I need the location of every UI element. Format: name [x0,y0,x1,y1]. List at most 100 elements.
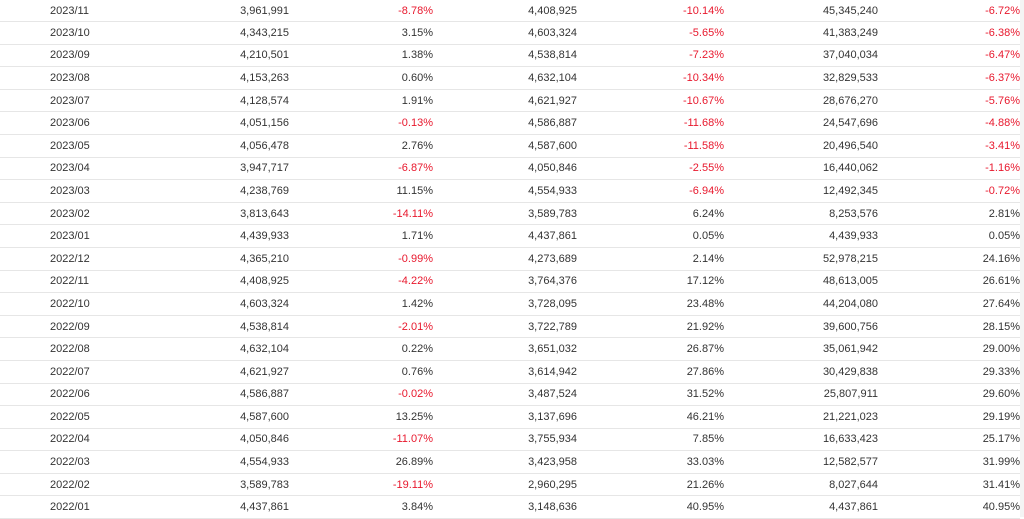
period-cell: 2023/10 [0,21,118,45]
value2-cell: 3,589,783 [433,202,577,226]
table-row: 2023/06 4,051,156 -0.13% 4,586,887 -11.68% 24… [0,111,1020,135]
change2-cell: 33.03% [577,450,724,474]
cumulative-cell: 37,040,034 [724,44,878,68]
cum-change-cell: 29.33% [878,360,1020,384]
cumulative-cell: 8,253,576 [724,202,878,226]
change1-cell: 26.89% [289,450,433,474]
table-row: 2023/04 3,947,717 -6.87% 4,050,846 -2.55% 16,… [0,157,1020,181]
cumulative-cell: 12,582,577 [724,450,878,474]
cum-change-cell: 2.81% [878,202,1020,226]
value2-cell: 3,722,789 [433,315,577,339]
table-row: 2022/08 4,632,104 0.22% 3,651,032 26.87% 35,0… [0,337,1020,361]
scrollbar-track[interactable] [1020,0,1024,517]
period-cell: 2023/01 [0,224,118,248]
cumulative-cell: 16,633,423 [724,428,878,452]
period-cell: 2023/06 [0,111,118,135]
value1-cell: 4,587,600 [118,405,289,429]
value1-cell: 3,947,717 [118,157,289,181]
value2-cell: 3,728,095 [433,292,577,316]
value1-cell: 4,365,210 [118,247,289,271]
change1-cell: -8.78% [289,0,433,22]
change1-cell: 3.15% [289,21,433,45]
cum-change-cell: -6.37% [878,66,1020,90]
cumulative-cell: 45,345,240 [724,0,878,22]
value1-cell: 4,210,501 [118,44,289,68]
value2-cell: 4,050,846 [433,157,577,181]
cumulative-cell: 24,547,696 [724,111,878,135]
cumulative-cell: 35,061,942 [724,337,878,361]
change2-cell: -11.68% [577,111,724,135]
value1-cell: 4,439,933 [118,224,289,248]
cumulative-cell: 4,439,933 [724,224,878,248]
cumulative-cell: 12,492,345 [724,179,878,203]
table-row: 2022/07 4,621,927 0.76% 3,614,942 27.86% 30,4… [0,360,1020,384]
change1-cell: -11.07% [289,428,433,452]
cum-change-cell: -6.72% [878,0,1020,22]
change1-cell: -0.02% [289,383,433,407]
change2-cell: 21.92% [577,315,724,339]
period-cell: 2022/04 [0,428,118,452]
value1-cell: 3,589,783 [118,473,289,497]
value2-cell: 4,437,861 [433,224,577,248]
change2-cell: -10.34% [577,66,724,90]
period-cell: 2022/07 [0,360,118,384]
value1-cell: 3,961,991 [118,0,289,22]
change2-cell: -6.94% [577,179,724,203]
period-cell: 2022/09 [0,315,118,339]
value1-cell: 4,128,574 [118,89,289,113]
cumulative-cell: 25,807,911 [724,383,878,407]
cum-change-cell: 29.60% [878,383,1020,407]
change1-cell: -0.13% [289,111,433,135]
cum-change-cell: 28.15% [878,315,1020,339]
period-cell: 2022/01 [0,495,118,519]
cumulative-cell: 28,676,270 [724,89,878,113]
value2-cell: 3,764,376 [433,270,577,294]
value2-cell: 3,755,934 [433,428,577,452]
value1-cell: 4,056,478 [118,134,289,158]
cum-change-cell: 24.16% [878,247,1020,271]
value2-cell: 4,587,600 [433,134,577,158]
change2-cell: -11.58% [577,134,724,158]
table-row: 2022/12 4,365,210 -0.99% 4,273,689 2.14% 52,9… [0,247,1020,271]
value2-cell: 3,614,942 [433,360,577,384]
table-row: 2022/09 4,538,814 -2.01% 3,722,789 21.92% 39,… [0,315,1020,339]
change1-cell: 0.76% [289,360,433,384]
change1-cell: 13.25% [289,405,433,429]
change1-cell: 0.60% [289,66,433,90]
change1-cell: 3.84% [289,495,433,519]
cum-change-cell: -0.72% [878,179,1020,203]
change1-cell: -2.01% [289,315,433,339]
change2-cell: -7.23% [577,44,724,68]
change2-cell: -10.67% [577,89,724,113]
value1-cell: 4,586,887 [118,383,289,407]
period-cell: 2023/08 [0,66,118,90]
value1-cell: 4,603,324 [118,292,289,316]
table-row: 2022/06 4,586,887 -0.02% 3,487,524 31.52% 25,… [0,383,1020,407]
value2-cell: 2,960,295 [433,473,577,497]
change2-cell: 31.52% [577,383,724,407]
period-cell: 2022/03 [0,450,118,474]
cumulative-cell: 48,613,005 [724,270,878,294]
cumulative-cell: 16,440,062 [724,157,878,181]
value1-cell: 4,538,814 [118,315,289,339]
change1-cell: 2.76% [289,134,433,158]
period-cell: 2022/12 [0,247,118,271]
value1-cell: 4,632,104 [118,337,289,361]
period-cell: 2023/07 [0,89,118,113]
value1-cell: 4,238,769 [118,179,289,203]
value1-cell: 4,437,861 [118,495,289,519]
period-cell: 2022/05 [0,405,118,429]
table-row: 2023/05 4,056,478 2.76% 4,587,600 -11.58% 20,… [0,134,1020,158]
table-row: 2023/09 4,210,501 1.38% 4,538,814 -7.23% 37,0… [0,44,1020,68]
change1-cell: 11.15% [289,179,433,203]
change2-cell: 46.21% [577,405,724,429]
table-row: 2023/01 4,439,933 1.71% 4,437,861 0.05% 4,439… [0,224,1020,248]
change2-cell: -10.14% [577,0,724,22]
change2-cell: 6.24% [577,202,724,226]
value2-cell: 4,621,927 [433,89,577,113]
period-cell: 2023/09 [0,44,118,68]
cumulative-cell: 20,496,540 [724,134,878,158]
cum-change-cell: 25.17% [878,428,1020,452]
